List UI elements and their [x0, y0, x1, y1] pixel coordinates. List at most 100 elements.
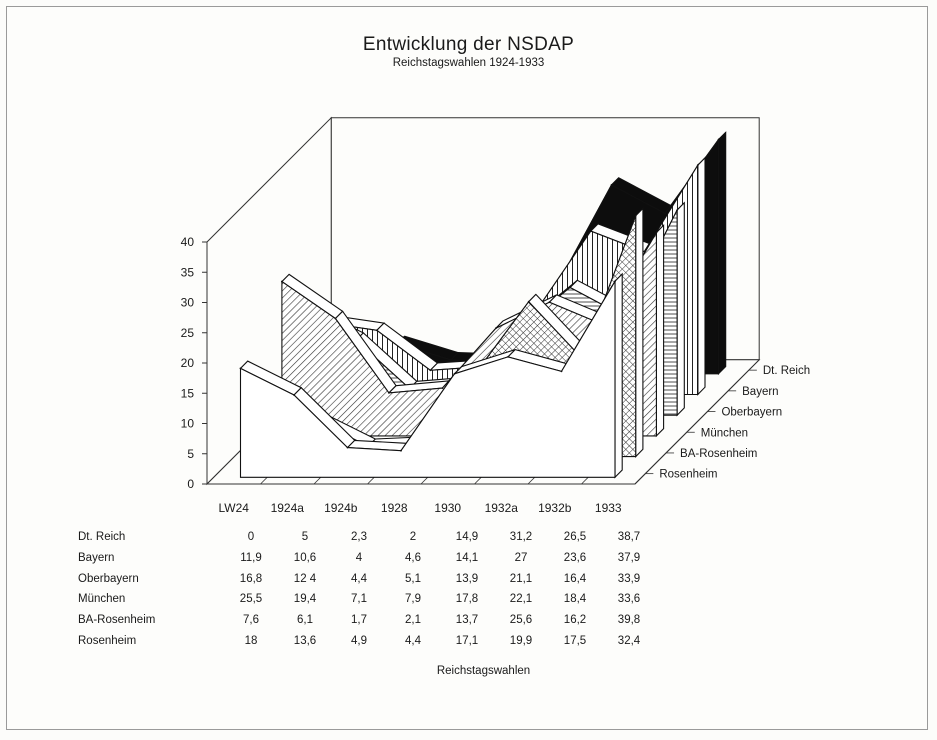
data-point	[527, 300, 530, 303]
data-point	[655, 231, 658, 234]
depth-axis-line	[634, 359, 760, 485]
table-row-label: Bayern	[78, 551, 115, 564]
table-cell: 13,6	[293, 634, 317, 647]
data-point	[346, 446, 349, 449]
chart-subtitle: Reichstagswahlen 1924-1933	[392, 57, 545, 69]
table-cell: 39,8	[617, 614, 641, 627]
table-cell: 14,1	[455, 551, 479, 564]
table-cell: 18	[244, 634, 258, 647]
table-row-label: Dt. Reich	[78, 531, 126, 543]
table-cell: 16,2	[563, 614, 587, 627]
table-cell: 7,1	[351, 593, 367, 606]
table-row-label: München	[78, 593, 126, 606]
data-table: Dt. Reich 0 5 2,3 2 14,9 31,2 26,5 38,7 Bayern 11,…	[78, 527, 656, 652]
depth-label-oberbayern: Oberbayern	[721, 407, 782, 419]
table-cell: 26,5	[563, 531, 587, 543]
data-point	[664, 212, 666, 215]
depth-axis-legend: Rosenheim BA-Rosenheim München Oberbayern Ba…	[634, 359, 810, 485]
x-tick-label: 1924b	[324, 501, 358, 515]
table-cell: 38,7	[617, 531, 641, 543]
table-cell: 32,4	[617, 634, 641, 647]
table-cell: 17,8	[455, 593, 479, 606]
table-cell: 12 4	[293, 572, 317, 585]
table-cell: 4,6	[405, 551, 421, 564]
depth-label-dt-reich: Dt. Reich	[763, 365, 810, 377]
table-cell: 17,5	[563, 634, 587, 647]
series-end-cap	[717, 131, 727, 376]
table-cell: 16,8	[239, 572, 263, 585]
data-point	[560, 370, 563, 373]
table-cell: 23,6	[563, 551, 587, 564]
x-tick-label: LW24	[219, 501, 250, 515]
table-cell: 2,3	[351, 531, 367, 543]
table-cell: 21,1	[509, 572, 533, 585]
table-cell: 2,1	[405, 614, 421, 627]
table-row: München 25,5 19,4 7,1 7,9 17,8 22,1 18,4 33,6	[78, 589, 656, 610]
table-row-label: BA-Rosenheim	[78, 614, 156, 627]
data-point	[239, 367, 242, 370]
x-tick-label: 1930	[434, 501, 461, 515]
series-end-cap	[635, 207, 644, 458]
data-point	[293, 394, 295, 396]
data-point	[375, 329, 378, 332]
table-cell: 37,9	[617, 551, 641, 564]
table-cell: 18,4	[563, 593, 587, 606]
depth-label-m-nchen: München	[701, 427, 748, 439]
table-cell: 19,4	[293, 593, 317, 606]
y-tick-label: 20	[181, 356, 195, 370]
table-cell: 11,9	[240, 551, 262, 564]
x-tick-label: 1924a	[271, 501, 305, 515]
table-cell: 5,1	[405, 572, 421, 585]
table-cell: 10,6	[293, 551, 317, 564]
data-point	[281, 280, 283, 283]
y-tick-label: 30	[181, 296, 195, 310]
table-cell: 19,9	[509, 634, 533, 647]
data-point	[400, 449, 402, 452]
table-cell: 16,4	[563, 572, 587, 585]
table-cell: 1,7	[351, 614, 367, 627]
data-point	[548, 301, 551, 304]
table-row: Oberbayern 16,8 12 4 4,4 5,1 13,9 21,1 16,4 33,9	[78, 569, 656, 590]
x-tick-label: 1932a	[485, 501, 519, 515]
table-row: Dt. Reich 0 5 2,3 2 14,9 31,2 26,5 38,7	[78, 527, 656, 548]
table-cell: 25,5	[239, 593, 263, 606]
table-cell: 2	[409, 531, 417, 543]
series-end-cap	[614, 272, 623, 479]
y-tick-label: 10	[181, 417, 195, 431]
data-point	[634, 214, 637, 217]
x-tick-label: 1932b	[538, 501, 572, 515]
y-tick-label: 5	[187, 447, 194, 461]
table-cell: 4	[355, 551, 363, 564]
y-tick-label: 25	[181, 326, 195, 340]
table-cell: 13,7	[455, 614, 479, 627]
data-point	[334, 317, 337, 320]
y-axis: 0 5 10 15 20 25 30 35 40	[181, 235, 207, 491]
table-cell: 5	[301, 531, 309, 543]
x-tick-label: 1928	[381, 501, 408, 515]
table-cell: 27	[514, 551, 528, 564]
table-cell: 33,6	[617, 593, 641, 606]
y-tick-label: 15	[181, 386, 195, 400]
data-point	[450, 359, 452, 361]
series-end-cap	[697, 156, 706, 396]
series-rosenheim	[239, 272, 623, 479]
table-row: BA-Rosenheim 7,6 6,1 1,7 2,1 13,7 25,6 16,2 39,8	[78, 610, 656, 631]
table-cell: 25,6	[509, 614, 533, 627]
table-cell: 33,9	[617, 572, 641, 585]
table-cell: 14,9	[455, 531, 479, 543]
data-point	[614, 280, 616, 283]
table-row-label: Rosenheim	[78, 634, 137, 647]
table-cell: 22,1	[509, 593, 533, 606]
y-tick-label: 0	[187, 477, 194, 491]
table-cell: 4,4	[405, 634, 421, 647]
table-cell: 31,2	[509, 531, 533, 543]
data-point	[610, 184, 613, 186]
data-point	[441, 387, 444, 389]
table-row: Rosenheim 18 13,6 4,9 4,4 17,1 19,9 17,5 32,4	[78, 631, 656, 652]
table-cell: 17,1	[455, 634, 479, 647]
depth-label-ba-rosenheim: BA-Rosenheim	[680, 448, 757, 460]
data-point	[429, 369, 432, 372]
table-cell: 7,9	[405, 593, 421, 606]
x-tick-label: 1933	[595, 501, 622, 515]
